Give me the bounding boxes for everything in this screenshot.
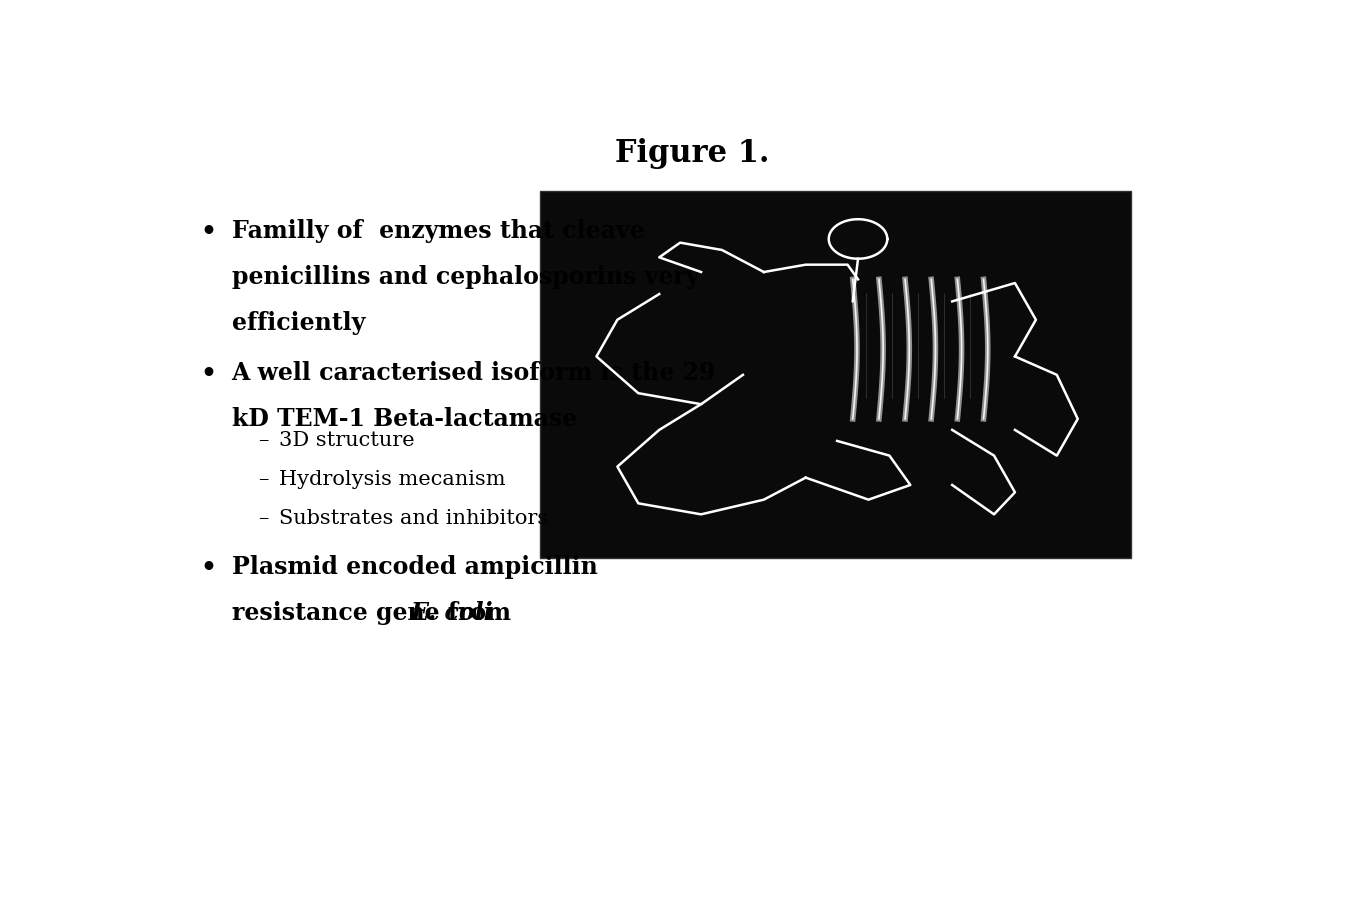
Text: E. coli: E. coli xyxy=(410,601,494,624)
Bar xyxy=(540,192,1131,558)
Text: resistance gene from: resistance gene from xyxy=(232,601,518,624)
Text: A well caracterised isoform is the 29: A well caracterised isoform is the 29 xyxy=(232,360,716,385)
Text: –: – xyxy=(258,509,269,528)
Text: Figure 1.: Figure 1. xyxy=(614,138,769,170)
Text: •: • xyxy=(200,360,216,385)
Text: penicillins and cephalosporins very: penicillins and cephalosporins very xyxy=(232,265,699,290)
Text: Familly of  enzymes that cleave: Familly of enzymes that cleave xyxy=(232,219,644,244)
Text: –: – xyxy=(258,431,269,450)
Text: 3D structure: 3D structure xyxy=(278,431,414,450)
Text: –: – xyxy=(258,470,269,489)
Text: Substrates and inhibitors: Substrates and inhibitors xyxy=(278,509,548,528)
Text: kD TEM-1 Beta-lactamase: kD TEM-1 Beta-lactamase xyxy=(232,406,576,431)
Text: Hydrolysis mecanism: Hydrolysis mecanism xyxy=(278,470,505,489)
Text: Plasmid encoded ampicillin: Plasmid encoded ampicillin xyxy=(232,555,597,579)
Text: •: • xyxy=(200,219,216,244)
Text: efficiently: efficiently xyxy=(232,311,364,336)
Text: •: • xyxy=(200,555,216,579)
